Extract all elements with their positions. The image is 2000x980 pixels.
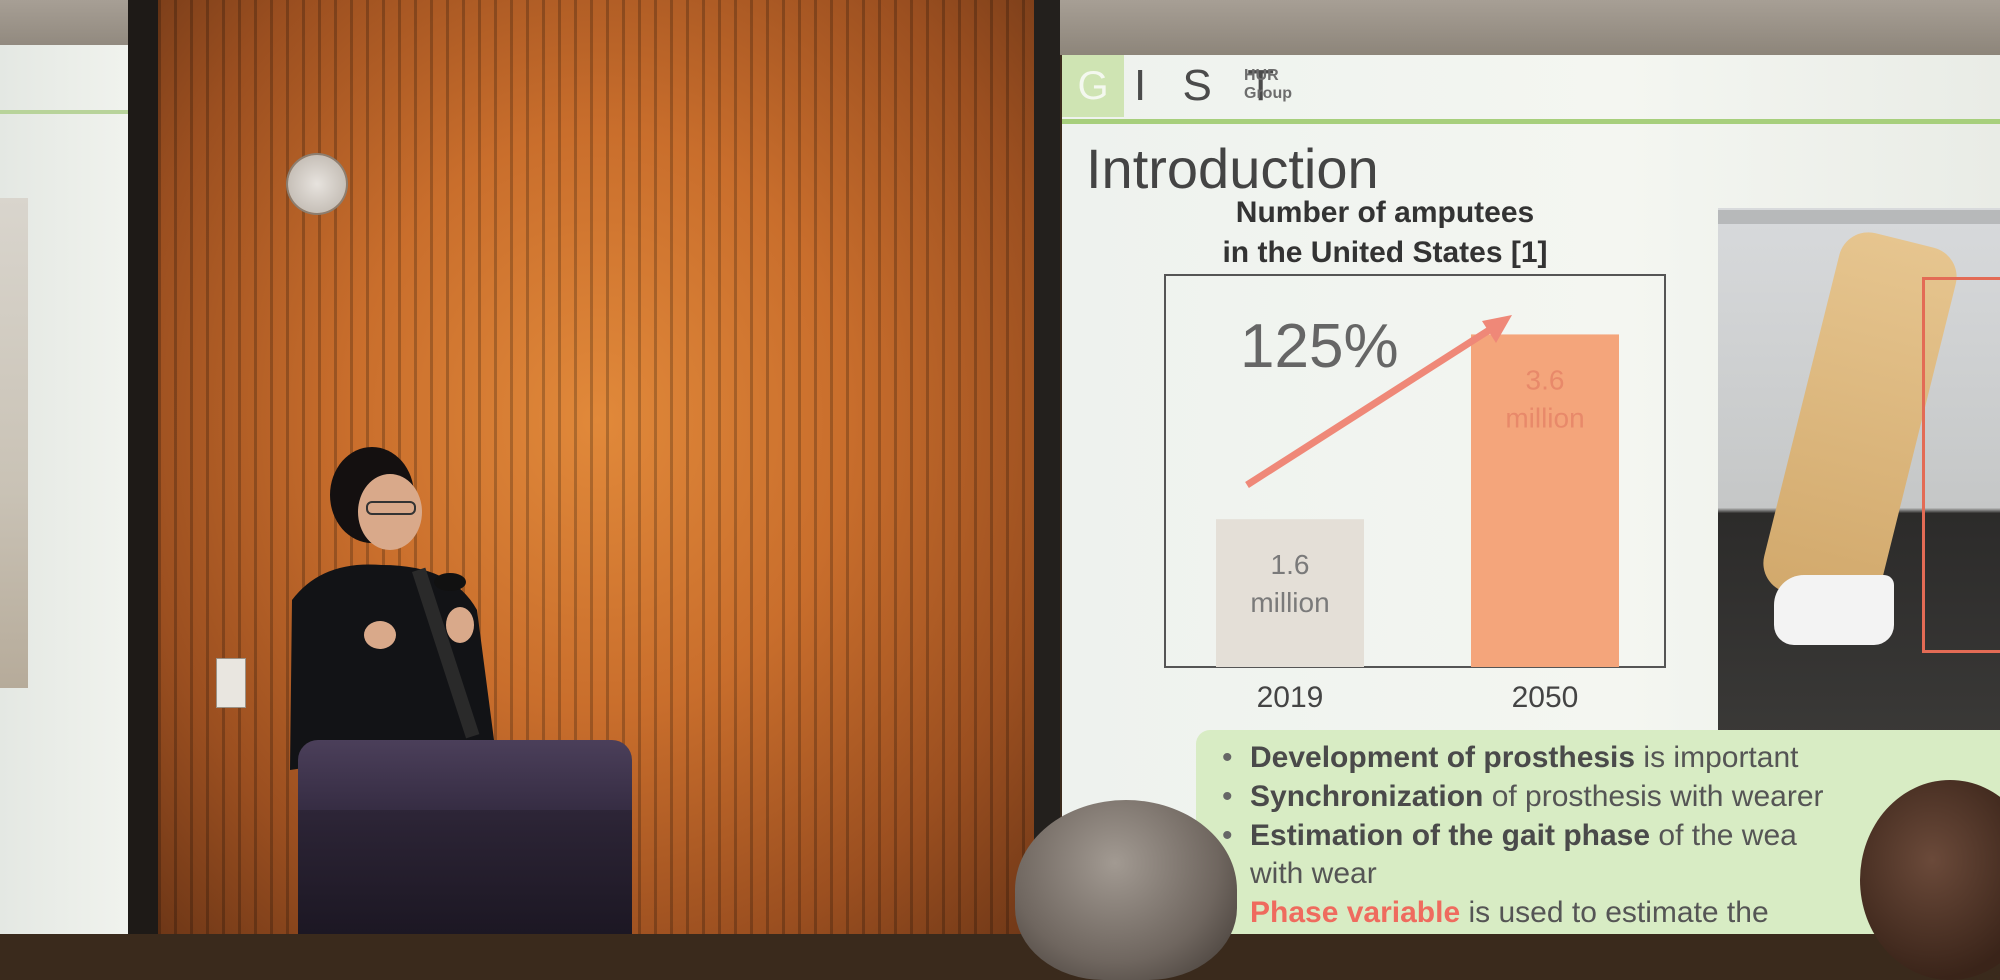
arrow-head-icon — [1482, 315, 1512, 343]
bullet-item: •Phase variable is used to estimate the — [1222, 895, 1769, 931]
speaker-sweater — [290, 564, 494, 770]
bullet-item: with wear — [1222, 856, 1377, 892]
slide-title: Introduction — [1086, 137, 1379, 200]
bullet-bold: Development of prosthesis — [1250, 741, 1636, 774]
bullet-bold: Phase variable — [1250, 896, 1461, 929]
group-line2: Group — [1244, 85, 1292, 102]
chart-layer: 1.6 million 2019 3.6 million 2050 125% — [1164, 274, 1666, 714]
photo-shoe — [1774, 575, 1894, 645]
speaker-face — [358, 474, 422, 550]
growth-arrow — [1245, 324, 1496, 488]
slide-header-line — [1062, 119, 2000, 124]
bullet-rest: of prosthesis with wearer — [1483, 780, 1824, 813]
gist-logo-text: I S T — [1134, 61, 1287, 110]
growth-annotation: 125% — [1240, 312, 1399, 381]
bullet-dot-icon: • — [1222, 741, 1233, 774]
bullet-rest: is used to estimate the — [1460, 896, 1769, 929]
bar-value-label: 3.6 million — [1505, 364, 1584, 433]
left-screen-header-line — [0, 110, 135, 114]
speaker-hand-right — [446, 607, 474, 643]
podium-top — [298, 740, 632, 820]
photo-handrail — [1718, 210, 2000, 224]
ceiling-sensor-icon — [288, 155, 346, 213]
bullet-rest: is important — [1635, 741, 1799, 774]
bullet-item: • Development of prosthesis is important — [1222, 740, 1798, 776]
microphone-icon — [434, 573, 466, 591]
projected-slide: G I S T HUR Group Introduction Number of… — [1062, 55, 2000, 934]
speaker-hand-left — [364, 621, 396, 649]
x-tick-label: 2050 — [1512, 681, 1579, 714]
bullet-dot-icon: • — [1222, 819, 1233, 852]
bullet-dot-icon: • — [1222, 780, 1233, 813]
speaker-person — [290, 447, 494, 770]
bar-2050 — [1471, 334, 1619, 667]
bullet-item: • Synchronization of prosthesis with wear… — [1222, 779, 1824, 815]
amputee-bar-chart: 1.6 million 2019 3.6 million 2050 125% — [1164, 274, 1666, 714]
bullet-item: • Estimation of the gait phase of the wea — [1222, 818, 1797, 854]
group-line1: HUR — [1244, 67, 1279, 84]
left-screen-photo — [0, 198, 28, 688]
microphone-stand — [412, 567, 480, 739]
bullet-bold: Estimation of the gait phase — [1250, 819, 1651, 852]
x-tick-label: 2019 — [1257, 681, 1324, 714]
bullet-rest: with wear — [1250, 857, 1377, 890]
gist-logo-box: G — [1062, 55, 1124, 117]
chart-title-line1: Number of amputees — [1235, 196, 1535, 229]
bar-value-label: 1.6 million — [1250, 549, 1329, 618]
bullet-bold: Synchronization — [1250, 780, 1484, 813]
chart-frame — [1164, 274, 1666, 668]
chart-title: Number of amputees in the United States … — [1150, 193, 1620, 273]
podium-body — [298, 810, 632, 934]
right-pillar — [1034, 0, 1060, 934]
hur-group-label: HUR Group — [1244, 67, 1292, 103]
glasses-icon — [366, 501, 416, 515]
left-pillar — [128, 0, 158, 934]
light-switch — [216, 658, 246, 708]
bullet-rest: of the wea — [1650, 819, 1797, 852]
bar-2019 — [1216, 519, 1364, 667]
audience-head — [1015, 800, 1237, 980]
chart-title-line2: in the United States [1] — [1222, 236, 1548, 269]
logo-letter: G — [1077, 64, 1109, 108]
photo-highlight-box — [1922, 277, 2000, 653]
